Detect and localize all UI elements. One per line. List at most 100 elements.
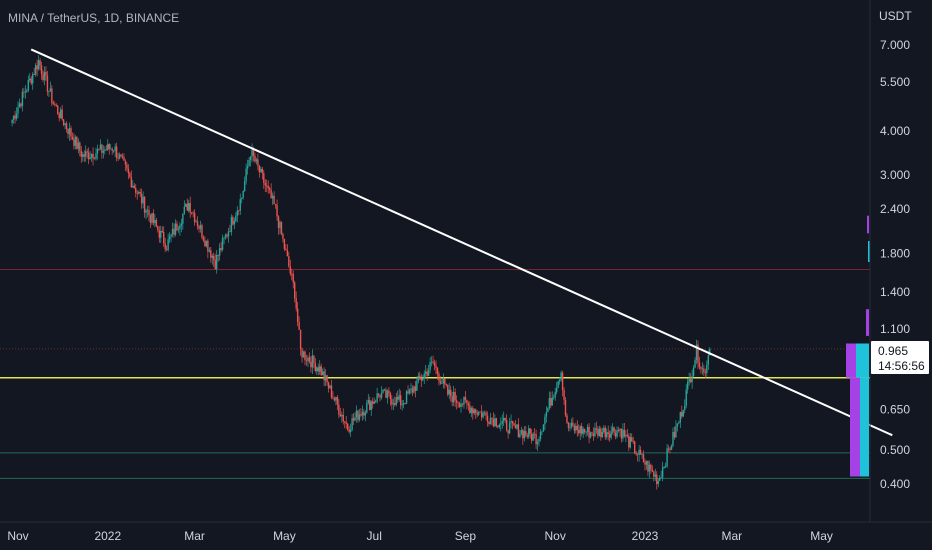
candle-body bbox=[82, 154, 84, 157]
candle-body bbox=[700, 367, 702, 369]
candle-body bbox=[482, 412, 484, 418]
candle-body bbox=[292, 273, 294, 283]
candle-body bbox=[289, 266, 291, 274]
candle-body bbox=[475, 409, 477, 413]
candle-body bbox=[579, 426, 581, 434]
candle-body bbox=[235, 215, 237, 222]
candle-body bbox=[572, 422, 574, 426]
candle-body bbox=[707, 355, 709, 365]
candle-body bbox=[258, 165, 261, 173]
trendline bbox=[30, 48, 893, 437]
candle-body bbox=[539, 431, 542, 439]
candle-body bbox=[95, 153, 97, 159]
candle-body bbox=[510, 420, 512, 423]
candle-body bbox=[614, 432, 617, 437]
candle-body bbox=[196, 221, 199, 227]
candle-body bbox=[24, 91, 27, 93]
candle-body bbox=[638, 449, 640, 455]
candle-body bbox=[111, 148, 113, 151]
candle-body bbox=[30, 78, 32, 84]
candle-body bbox=[610, 431, 612, 438]
candle-body bbox=[307, 357, 309, 361]
time-tick-label: 2023 bbox=[632, 529, 659, 543]
candle-body bbox=[458, 403, 461, 407]
candle-body bbox=[85, 151, 87, 157]
candle-body bbox=[507, 430, 509, 434]
candle-body bbox=[341, 414, 343, 417]
candle-body bbox=[17, 107, 19, 114]
candle-body bbox=[413, 386, 415, 393]
candle-body bbox=[33, 74, 35, 75]
candle-body bbox=[498, 424, 500, 428]
candle-body bbox=[492, 419, 495, 427]
candle-body bbox=[494, 418, 496, 427]
candle-body bbox=[327, 382, 330, 389]
candle-body bbox=[230, 217, 233, 232]
candle-body bbox=[536, 441, 539, 445]
candle-body bbox=[455, 400, 458, 403]
candle-body bbox=[208, 250, 211, 252]
candle-body bbox=[132, 185, 134, 188]
candle-body bbox=[76, 136, 78, 149]
candle-body bbox=[709, 348, 711, 356]
candle-body bbox=[314, 362, 317, 371]
time-tick-label: May bbox=[810, 529, 833, 543]
candle-body bbox=[136, 192, 138, 194]
candle-body bbox=[54, 104, 56, 105]
candle-body bbox=[80, 150, 82, 157]
candle-body bbox=[454, 392, 456, 401]
candle-body bbox=[441, 383, 443, 384]
candle-body bbox=[423, 373, 425, 379]
candle-body bbox=[461, 403, 464, 405]
candle-body bbox=[682, 410, 684, 417]
candle-body bbox=[642, 454, 645, 463]
candle-body bbox=[59, 109, 62, 118]
candle-body bbox=[195, 221, 197, 223]
candle-body bbox=[657, 480, 659, 484]
candle-body bbox=[650, 464, 652, 470]
candle-body bbox=[107, 144, 109, 150]
price-tick-label: 3.000 bbox=[880, 168, 910, 182]
candle-body bbox=[177, 229, 180, 230]
candle-body bbox=[394, 403, 396, 405]
candle-body bbox=[324, 375, 327, 381]
candle-body bbox=[243, 181, 246, 192]
candle-body bbox=[67, 129, 69, 135]
candle-body bbox=[392, 403, 395, 405]
candle-body bbox=[673, 431, 676, 438]
candle-body bbox=[155, 220, 158, 227]
candle-body bbox=[675, 426, 677, 438]
candle-body bbox=[379, 395, 381, 398]
candle-body bbox=[491, 417, 493, 419]
candle-body bbox=[416, 380, 418, 391]
candle-body bbox=[398, 395, 400, 400]
candle-body bbox=[483, 412, 486, 414]
candle-body bbox=[190, 212, 193, 214]
candle-body bbox=[551, 397, 553, 406]
candle-body bbox=[133, 185, 135, 189]
candle-body bbox=[426, 371, 428, 376]
candle-body bbox=[176, 223, 178, 230]
candle-body bbox=[83, 154, 85, 157]
candle-body bbox=[92, 153, 94, 159]
candle-body bbox=[377, 393, 380, 396]
candle-body bbox=[158, 230, 160, 238]
candle-body bbox=[232, 217, 234, 225]
candle-body bbox=[374, 401, 377, 403]
candle-body bbox=[367, 400, 369, 403]
candles bbox=[11, 55, 711, 490]
candle-body bbox=[444, 378, 446, 385]
candle-body bbox=[554, 392, 556, 398]
candle-body bbox=[124, 160, 127, 165]
countdown-value: 14:56:56 bbox=[878, 359, 925, 373]
volume-profile-bar bbox=[866, 309, 869, 336]
candle-body bbox=[214, 260, 216, 269]
candle-body bbox=[295, 298, 297, 309]
candle-body bbox=[40, 65, 43, 74]
candle-body bbox=[689, 379, 692, 383]
candle-body bbox=[616, 430, 618, 437]
candle-body bbox=[623, 429, 626, 437]
candle-body bbox=[408, 389, 411, 394]
